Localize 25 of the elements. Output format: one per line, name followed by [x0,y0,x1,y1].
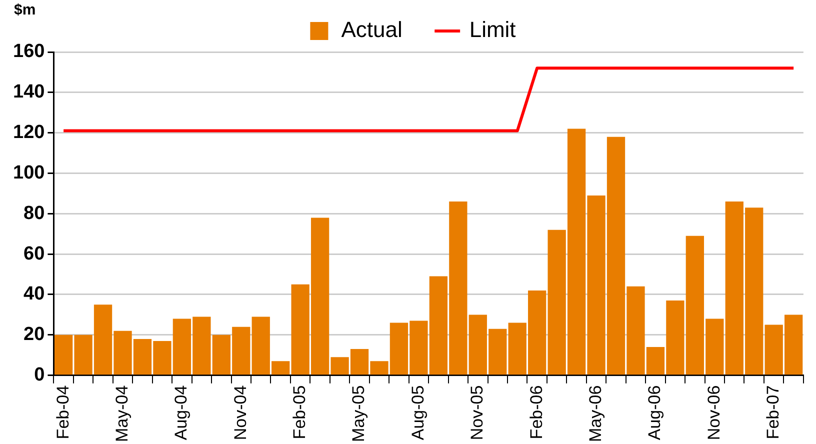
y-tick-label: 160 [13,41,45,62]
y-tick-label: 120 [13,122,45,144]
x-tick-label: Feb-05 [290,385,310,440]
x-tick-label: Aug-05 [408,385,428,440]
x-tick-label: Nov-06 [704,385,724,440]
x-tick-label: Aug-04 [172,385,191,440]
y-tick-label: 100 [13,162,45,184]
y-tick-label: 40 [24,284,45,305]
y-tick-label: 60 [24,243,45,264]
x-tick-label: Feb-07 [764,385,783,440]
x-tick-label: May-04 [112,385,132,442]
y-axis-title: $m [14,2,36,19]
y-tick-label: 140 [13,82,45,103]
x-tick-label: Feb-04 [53,385,72,440]
legend-label: Actual [341,17,402,42]
y-tick-label: 0 [34,364,45,386]
y-tick-label: 20 [24,324,45,346]
x-tick-label: May-06 [586,385,605,442]
x-tick-label: Aug-06 [645,385,664,440]
x-tick-label: Feb-06 [526,385,546,440]
x-tick-label: Nov-04 [230,385,250,440]
y-tick-label: 80 [24,202,45,224]
legend-label: Limit [469,17,516,42]
x-tick-label: May-05 [349,385,368,442]
x-tick-label: Nov-05 [468,385,487,440]
